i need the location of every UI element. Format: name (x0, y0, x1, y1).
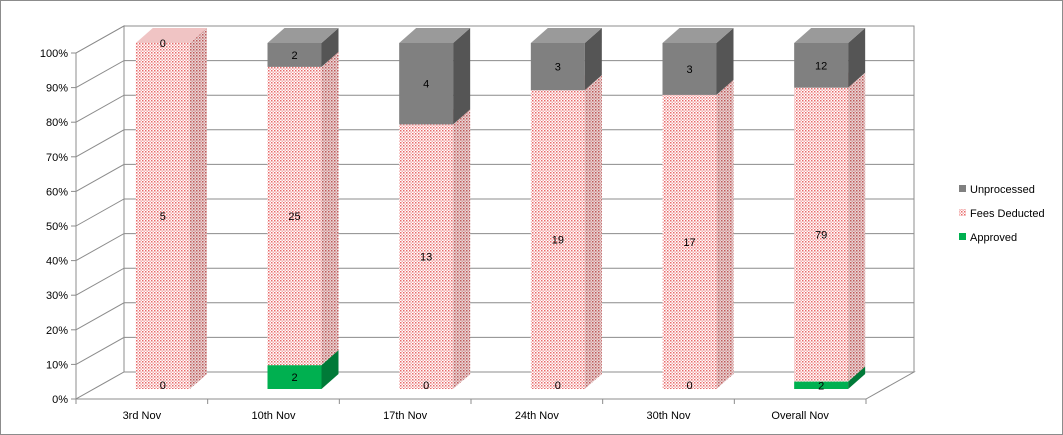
bar-segment-side (848, 28, 866, 88)
data-label: 3 (686, 64, 692, 76)
bar-segment (794, 87, 849, 382)
legend-swatch (959, 209, 966, 216)
bar-segment (530, 43, 585, 91)
y-tick-label: 90% (46, 83, 68, 95)
x-tick-label: 10th Nov (251, 410, 296, 422)
bar-segment-top (530, 28, 602, 43)
data-label: 3 (555, 62, 561, 74)
bar-segment (267, 365, 322, 389)
bar-segment (794, 43, 849, 88)
bar-segment-side (716, 28, 734, 95)
bars: 0 5 0 2 25 2 0 13 4 0 19 3 0 17 3 2 79 12 (135, 28, 866, 392)
bar-segment-top (267, 28, 339, 43)
legend-entry: Fees Deducted (970, 208, 1045, 220)
y-tick-label: 80% (46, 117, 68, 129)
y-axis-ticks: 0% 10% 20% 30% 40% 50% 60% 70% 80% 90% 100% (40, 48, 77, 406)
bar-segment (267, 43, 322, 67)
y-tick-label: 30% (46, 290, 68, 302)
data-label: 2 (291, 372, 297, 384)
gridline (75, 198, 914, 227)
bar-segment-side (848, 72, 866, 382)
bar-stack (794, 28, 866, 389)
bar-segment-side (189, 28, 207, 389)
bar-stack (662, 28, 734, 390)
y-tick-label: 0% (52, 394, 68, 406)
data-label: 2 (818, 380, 824, 392)
x-tick-label: 3rd Nov (123, 410, 162, 422)
gridline (75, 336, 914, 365)
legend-swatch (959, 233, 966, 240)
gridline (75, 60, 914, 89)
y-tick-label: 60% (46, 186, 68, 198)
x-tick-label: 24th Nov (515, 410, 560, 422)
y-tick-label: 70% (46, 152, 68, 164)
bar-stack (530, 28, 602, 389)
data-label: 0 (686, 380, 692, 392)
gridline (75, 129, 914, 158)
y-tick-label: 100% (40, 48, 68, 60)
bar-stack (267, 28, 339, 389)
legend-entry: Unprocessed (970, 184, 1035, 196)
bar-segment-side (453, 109, 471, 389)
bar-segment-top (399, 28, 471, 43)
bar-segment-top (794, 28, 866, 43)
y-tick-label: 10% (46, 359, 68, 371)
gridline (75, 267, 914, 296)
x-tick-label: Overall Nov (771, 410, 829, 422)
data-label: 0 (160, 380, 166, 392)
data-label: 0 (423, 380, 429, 392)
legend-swatch (959, 185, 966, 192)
bar-segment-top (135, 28, 207, 43)
bar-segment-side (716, 79, 734, 390)
data-label: 79 (815, 230, 827, 242)
data-label: 17 (683, 237, 695, 249)
bar-stack (135, 28, 207, 389)
bar-segment-side (848, 366, 866, 389)
bar-segment (794, 381, 849, 389)
y-tick-label: 50% (46, 221, 68, 233)
gridline (75, 94, 914, 123)
bar-segment-side (453, 28, 471, 125)
bar-segment (399, 43, 454, 125)
data-label: 19 (552, 235, 564, 247)
bar-segment (662, 43, 717, 95)
gridlines (75, 25, 914, 365)
bar-segment-side (584, 28, 602, 91)
bar-segment-side (321, 350, 339, 389)
bar-segment (662, 94, 717, 390)
legend: Unprocessed Fees Deducted Approved (959, 184, 1045, 244)
y-tick-label: 40% (46, 256, 68, 268)
data-label: 25 (288, 211, 300, 223)
gridline (75, 302, 914, 331)
data-label: 13 (420, 252, 432, 264)
x-axis-ticks: 3rd Nov 10th Nov 17th Nov 24th Nov 30th Nov O… (75, 398, 867, 422)
data-label: 4 (423, 79, 429, 91)
gridline (75, 163, 914, 192)
bar-segment (530, 90, 585, 389)
bar-stack (399, 28, 471, 389)
legend-entry: Approved (970, 232, 1017, 244)
x-tick-label: 17th Nov (383, 410, 428, 422)
bar-segment-side (584, 75, 602, 389)
bar-segment (267, 66, 322, 366)
bar-segment (135, 43, 190, 389)
gridline (75, 25, 914, 54)
bar-segment (399, 124, 454, 389)
bar-segment-side (321, 28, 339, 67)
x-tick-label: 30th Nov (646, 410, 691, 422)
data-label: 12 (815, 60, 827, 72)
data-label: 0 (555, 380, 561, 392)
data-label: 2 (291, 50, 297, 62)
gridline (75, 233, 914, 262)
data-label: 5 (160, 211, 166, 223)
bar-segment-top (662, 28, 734, 43)
y-tick-label: 20% (46, 325, 68, 337)
data-label: 0 (160, 38, 166, 50)
bar-segment-side (321, 51, 339, 366)
